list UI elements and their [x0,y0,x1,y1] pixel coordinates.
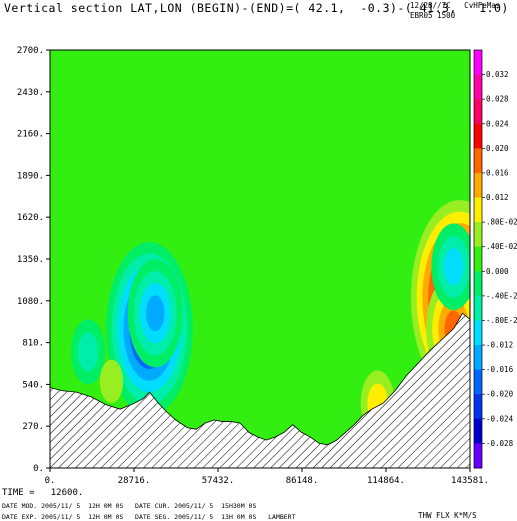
colorbar: 0.032 0.028 0.024 0.020 0.016 0.012 .80E-02 .40… [473,49,517,469]
colorbar-label: .80E-02 [486,218,517,227]
colorbar-label: 0.028 [486,95,509,104]
colorbar-frame [473,49,483,469]
y-tick-label: 1080. [17,297,44,307]
anomaly-1-level-4 [146,295,165,332]
colorbar-label: -0.020 [486,390,514,399]
colorbar-swatch [474,50,482,76]
x-tick-label: 86148. [286,476,319,486]
x-tick-label: 143581. [451,476,489,486]
axes: 0. 270. 540. 810. 1080. 1350. 1620. 1890. 2160. 2… [17,46,489,486]
y-tick-label: 2700. [17,46,44,56]
plot-area [50,50,470,468]
x-tick-label: 28716. [118,476,151,486]
colorbar-label: -0.024 [486,414,514,423]
colorbar-swatch [474,74,482,100]
date-line-2: DATE EXP. 2005/11/ 5 12H 0M 0S DATE SEG.… [2,513,296,521]
colorbar-swatch [474,394,482,420]
chart-title: Vertical section LAT,LON (BEGIN)-(END)=(… [4,1,509,15]
colorbar-swatch [474,123,482,149]
run-info-line-2: EBR05 1500 [410,11,456,20]
x-tick-label: 57432. [202,476,235,486]
colorbar-swatch [474,246,482,272]
terrain-hatch [50,312,470,468]
colorbar-label: .40E-02 [486,242,517,251]
colorbar-swatch [474,222,482,248]
variable-label: THW FLX K*M/S [418,511,477,520]
colorbar-label: -.40E-2 [486,291,517,300]
colorbar-swatch [474,320,482,346]
anomaly-2-level-2 [77,332,99,372]
colorbar-label: 0.000 [486,267,509,276]
colorbar-label: 0.012 [486,193,509,202]
colorbar-swatch [474,197,482,223]
colorbar-label: 0.016 [486,168,509,177]
y-tick-label: 2160. [17,130,44,140]
colorbar-swatch [474,369,482,395]
colorbar-swatch [474,148,482,174]
y-tick-label: 1350. [17,255,44,265]
x-tick-label: 114864. [367,476,405,486]
colorbar-swatch [474,443,482,469]
y-tick-label: 540. [22,380,44,390]
colorbar-swatch [474,418,482,444]
run-info-line-1: 12/28//7C CvHFeMas [410,1,501,10]
colorbar-swatch [474,271,482,297]
x-tick-label: 0. [45,476,56,486]
colorbar-label: 0.024 [486,119,509,128]
y-tick-label: 270. [22,422,44,432]
colorbar-label: 0.032 [486,70,509,79]
colorbar-swatch [474,295,482,321]
colorbar-label: -0.012 [486,341,513,350]
colorbar-label: -0.028 [486,439,514,448]
date-line-1: DATE MOD. 2005/11/ 5 12H 0M 0S DATE CUR.… [2,502,257,510]
colorbar-swatch [474,172,482,199]
time-label: TIME = 12600. [2,488,84,498]
colorbar-swatch [474,345,482,371]
colorbar-label: -0.016 [486,365,514,374]
anomaly-6-level-1 [99,359,124,403]
y-tick-label: 1890. [17,171,44,181]
y-tick-label: 0. [33,464,44,474]
y-tick-label: 810. [22,339,44,349]
colorbar-label: -.80E-2 [486,316,517,325]
y-tick-label: 1620. [17,213,44,223]
colorbar-swatch [474,99,482,125]
anomaly-5-level-3 [444,248,464,286]
y-tick-label: 2430. [17,88,44,98]
colorbar-label: 0.020 [486,144,509,153]
